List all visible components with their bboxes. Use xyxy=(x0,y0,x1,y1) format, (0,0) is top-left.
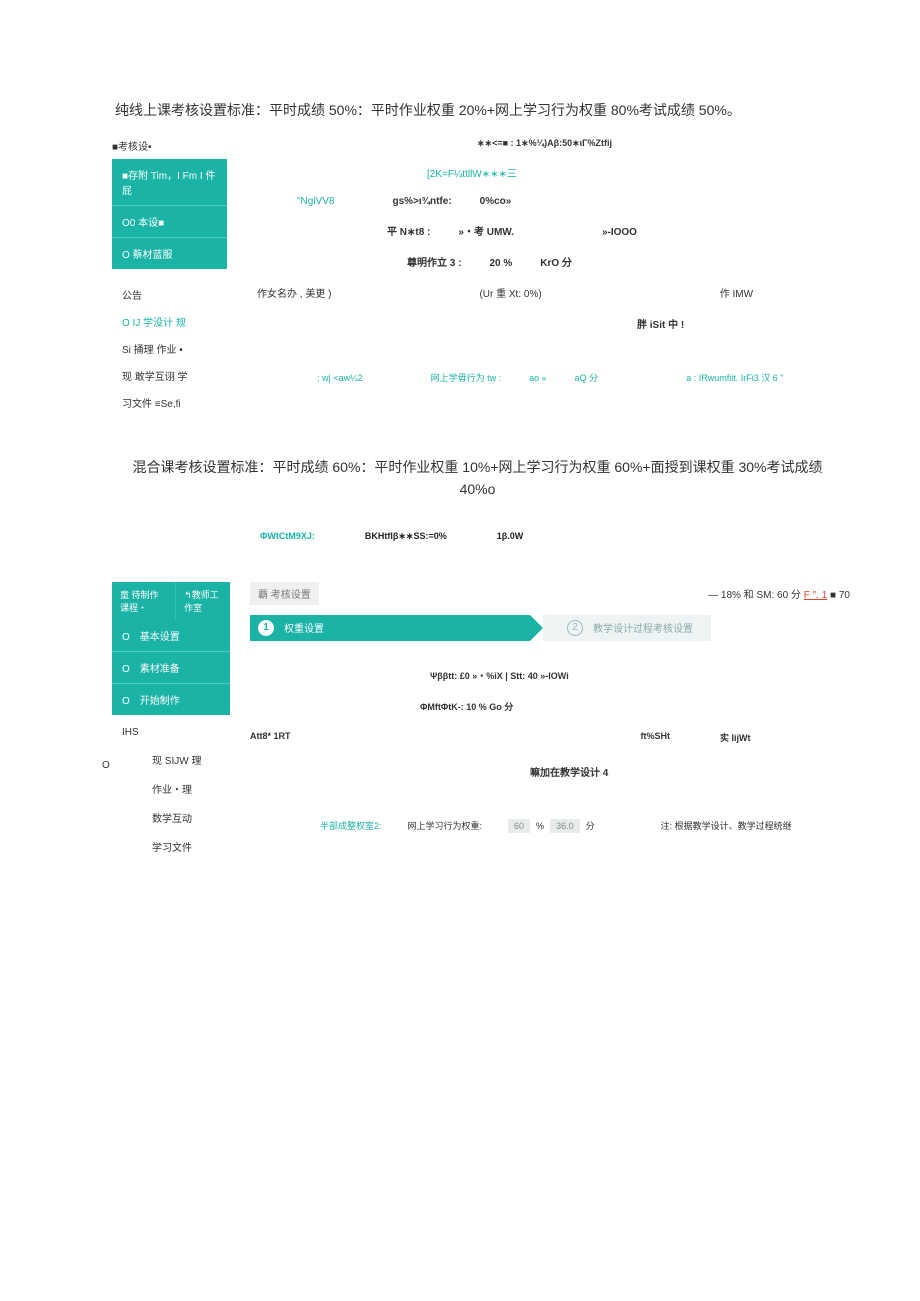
sidebar-item[interactable]: ■存附 Tim，I Fm I 件屁 xyxy=(112,159,227,206)
sidebar-item[interactable]: 学习文件 xyxy=(132,832,230,861)
text: gs%>ι¾ntfe: xyxy=(392,196,451,207)
text: (Ur 重 Xt: 0%) xyxy=(479,285,541,300)
section2-header-tabs: 童 待制作课程・ ↰教师工作室 xyxy=(112,582,230,620)
section1-teal-nav: ■存附 Tim，I Fm I 件屁 O0 本设■ O 蔡材蓝服 xyxy=(112,159,227,269)
text-row: Att8* 1RT ft%SHt 实 IijWt xyxy=(250,731,920,744)
text: BKHtflβ∗∗SS:=0% xyxy=(365,531,447,542)
text: "NgiVV8 xyxy=(297,196,334,207)
text: O xyxy=(102,756,132,775)
text-row: [2K=F¼ttllW∗∗∗三 xyxy=(427,165,920,180)
text-row: 尊明作立 3 : 20 % KrO 分 xyxy=(407,254,920,269)
section1-heading: 纯线上课考核设置标准：平时成绩 50%：平时作业权重 20%+网上学习行为权重 … xyxy=(115,100,920,120)
section2-teal-nav: O 基本设置 O 素材准备 O 开始制作 xyxy=(112,620,230,715)
text: 20 % xyxy=(489,258,512,269)
unit: % xyxy=(536,821,544,831)
sidebar-item[interactable]: O 蔡材蓝服 xyxy=(112,238,227,269)
sidebar-item-start[interactable]: O 开始制作 xyxy=(112,684,230,715)
text-row: 平 N∗t8 : »・考 UMW. »-IOOO xyxy=(387,223,920,238)
text: 0%co» xyxy=(480,196,512,207)
section1-sidebar: ■考核设• ■存附 Tim，I Fm I 件屁 O0 本设■ O 蔡材蓝服 公告… xyxy=(112,138,227,416)
section1-toplabel: ■考核设• xyxy=(112,138,227,153)
text: 1β.0W xyxy=(497,531,524,542)
note: 注: 根据教学设计、教学过程统继 xyxy=(661,819,792,832)
step-label: 权重设置 xyxy=(284,620,324,635)
section1: ■考核设• ■存附 Tim，I Fm I 件屁 O0 本设■ O 蔡材蓝服 公告… xyxy=(112,138,920,416)
sidebar-item-homework[interactable]: Si 捅理 作业 • xyxy=(112,335,227,362)
sidebar-item-notice[interactable]: 公告 xyxy=(112,281,227,308)
step-number-icon: 2 xyxy=(567,620,583,636)
text: »・考 UMW. xyxy=(458,223,514,238)
section2-main: 覇 考核设置 — 18% 和 SM: 60 分 F ". 1 ■ 70 1 权重… xyxy=(230,582,920,861)
text: ■ 70 xyxy=(830,590,850,601)
sidebar-item-material[interactable]: O 素材准备 xyxy=(112,652,230,684)
text: 嘛加在教学设计 4 xyxy=(530,768,608,779)
sidebar-item-design[interactable]: O IJ 学没计 规 xyxy=(112,308,227,335)
text: ∗∗<=■ : 1∗%¼)Aβ:50∗ιΓ%Ztfij xyxy=(477,138,612,149)
section1-main: ∗∗<=■ : 1∗%¼)Aβ:50∗ιΓ%Ztfij [2K=F¼ttllW∗… xyxy=(227,138,920,416)
label: 网上学习行为权重: xyxy=(408,819,483,832)
sidebar-item[interactable]: O0 本设■ xyxy=(112,206,227,238)
tab-teacher-studio[interactable]: ↰教师工作室 xyxy=(176,582,230,620)
section2-sidebar: 童 待制作课程・ ↰教师工作室 O 基本设置 O 素材准备 O 开始制作 IHS… xyxy=(112,582,230,861)
text: ft%SHt xyxy=(641,731,671,744)
text: aQ 分 xyxy=(575,371,599,384)
text-row: ; w| <aw¼2 网上学毋行为 tw : ao « aQ 分 a : IRw… xyxy=(317,371,920,384)
text: — 18% 和 SM: 60 分 xyxy=(708,590,804,601)
text: 平 N∗t8 : xyxy=(387,223,430,238)
section2-titlebar: 覇 考核设置 — 18% 和 SM: 60 分 F ". 1 ■ 70 xyxy=(250,582,920,605)
text: a : IRwumfiit. IrFi3 汉 6 " xyxy=(686,371,783,384)
tab-pending-courses[interactable]: 童 待制作课程・ xyxy=(112,582,176,620)
page-title: 覇 考核设置 xyxy=(250,582,319,605)
title-right: — 18% 和 SM: 60 分 F ". 1 ■ 70 xyxy=(708,586,850,601)
step-number-icon: 1 xyxy=(258,620,274,636)
value-chip[interactable]: 36.0 xyxy=(550,819,580,833)
step-label: 教学设计过程考核设置 xyxy=(593,620,693,635)
step-1[interactable]: 1 权重设置 xyxy=(250,615,530,641)
sidebar-item[interactable]: 数学互动 xyxy=(132,803,230,832)
text: ΦMftΦtK-: 10 % Go 分 xyxy=(420,702,513,712)
text: ; w| <aw¼2 xyxy=(317,373,363,383)
section-mid-heading: 混合课考核设置标准：平时成绩 60%：平时作业权重 10%+网上学习行为权重 6… xyxy=(115,456,840,501)
text-row: "NgiVV8 gs%>ι¾ntfe: 0%co» xyxy=(297,196,920,207)
text: 作 IMW xyxy=(720,285,753,300)
text: 网上学毋行为 tw : xyxy=(431,371,502,384)
sidebar-item[interactable]: 作业・理 xyxy=(132,774,230,803)
step-bar: 1 权重设置 2 教学设计过程考核设置 xyxy=(250,615,920,641)
text: IHS xyxy=(122,723,132,742)
weight-input-row: 半部成整权室2: 网上学习行为权重: 60 % 36.0 分 注: 根据教学设计… xyxy=(320,819,920,833)
text: 胖 iSit 中 ! xyxy=(637,316,684,331)
step-2[interactable]: 2 教学设计过程考核设置 xyxy=(543,615,711,641)
text: Att8* 1RT xyxy=(250,731,291,744)
label: 半部成整权室2: xyxy=(320,819,382,832)
unit: 分 xyxy=(586,819,595,832)
text: [2K=F¼ttllW∗∗∗三 xyxy=(427,165,517,180)
sidebar-item-files[interactable]: 习文件 ≡Se,fi xyxy=(112,389,227,416)
section2: 童 待制作课程・ ↰教师工作室 O 基本设置 O 素材准备 O 开始制作 IHS… xyxy=(112,582,920,861)
text-row: 嘛加在教学设计 4 xyxy=(530,764,920,779)
text-row: ∗∗<=■ : 1∗%¼)Aβ:50∗ιΓ%Ztfij xyxy=(477,138,920,149)
text: 作女名办 , 美更 ) xyxy=(257,285,331,300)
text: ao « xyxy=(529,373,547,383)
sidebar-item-basic[interactable]: O 基本设置 xyxy=(112,620,230,652)
text: ΦWtCtM9XJ: xyxy=(260,531,315,542)
text-row: Ψββtt: £0 »・%iX | Stt: 40 »-IOWi xyxy=(430,669,920,682)
link[interactable]: F ". 1 xyxy=(804,590,828,601)
value-chip[interactable]: 60 xyxy=(508,819,530,833)
text: 实 IijWt xyxy=(720,731,751,744)
mid-mini-row: ΦWtCtM9XJ: BKHtflβ∗∗SS:=0% 1β.0W xyxy=(260,531,920,542)
text-row: 胖 iSit 中 ! xyxy=(637,316,920,331)
text: »-IOOO xyxy=(602,227,637,238)
text: 尊明作立 3 : xyxy=(407,254,461,269)
text-row: ΦMftΦtK-: 10 % Go 分 xyxy=(420,700,920,713)
sidebar-item-interact[interactable]: 现 敢学互诩 学 xyxy=(112,362,227,389)
text: Ψββtt: £0 »・%iX | Stt: 40 »-IOWi xyxy=(430,671,569,681)
text-row: 作女名办 , 美更 ) (Ur 重 Xt: 0%) 作 IMW xyxy=(257,285,920,300)
text: KrO 分 xyxy=(540,254,572,269)
sidebar-item[interactable]: 现 SIJW 理 xyxy=(132,745,230,774)
